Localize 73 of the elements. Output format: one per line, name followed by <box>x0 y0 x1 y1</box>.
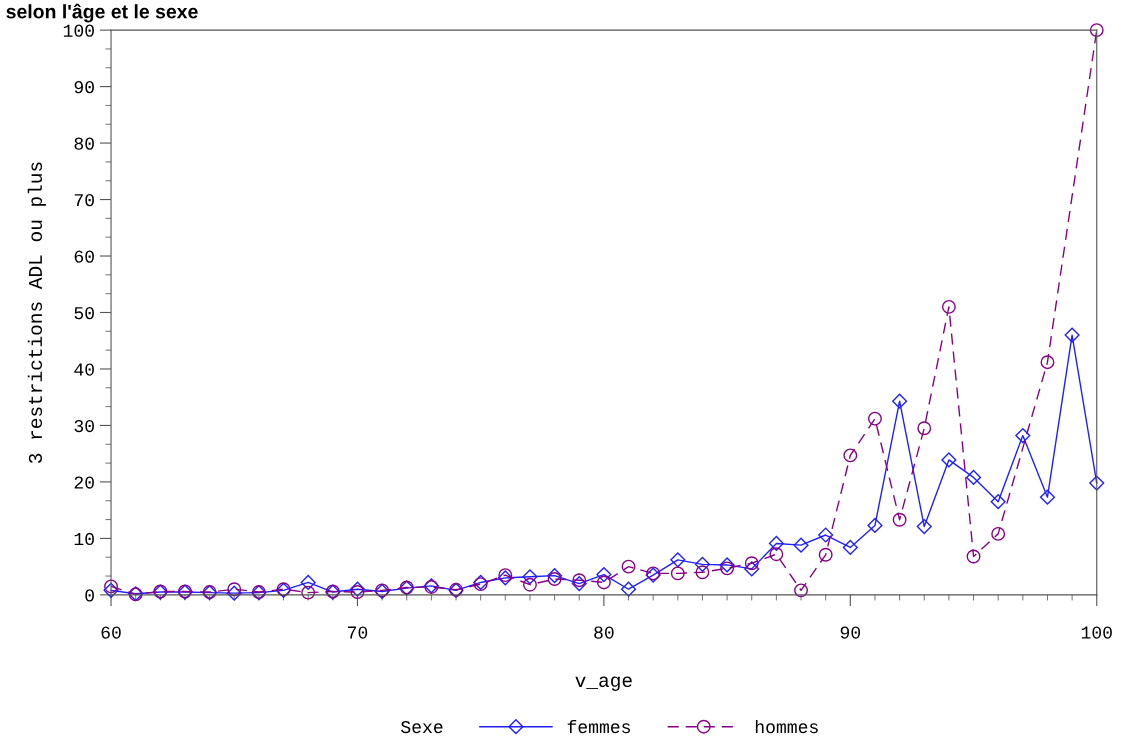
point <box>1015 428 1031 444</box>
point <box>300 574 316 591</box>
point <box>941 452 957 468</box>
point <box>720 561 735 576</box>
point <box>349 581 366 597</box>
y-tick-label: 0 <box>85 589 94 602</box>
point <box>793 537 809 553</box>
point <box>892 512 907 527</box>
legend-title: Sexe <box>401 720 443 734</box>
point <box>104 579 118 594</box>
point <box>523 577 537 592</box>
y-tick-label: 70 <box>74 194 94 207</box>
x-axis-title: v_age <box>575 676 632 691</box>
point <box>892 393 908 409</box>
point <box>744 561 760 577</box>
point <box>547 572 562 587</box>
point <box>226 585 242 601</box>
point <box>916 518 932 535</box>
point <box>620 581 637 597</box>
point <box>842 539 858 556</box>
y-axis-title: 3 restrictions ADL ou plus <box>27 162 46 463</box>
x-tick-label: 80 <box>594 626 614 639</box>
point <box>596 575 611 590</box>
point <box>103 582 119 598</box>
point <box>965 469 982 485</box>
point <box>794 583 808 598</box>
point <box>941 299 956 314</box>
x-tick-label: 60 <box>101 626 121 639</box>
y-tick-label: 50 <box>74 306 94 320</box>
point <box>350 585 365 599</box>
y-tick-label: 20 <box>74 476 94 489</box>
point <box>694 556 711 572</box>
point <box>1089 23 1104 38</box>
y-tick-label: 80 <box>74 137 94 150</box>
point <box>744 556 759 571</box>
point <box>572 573 587 588</box>
point <box>768 535 784 552</box>
point <box>596 566 612 583</box>
point <box>867 517 883 533</box>
y-tick-label: 30 <box>74 419 94 433</box>
y-tick-label: 90 <box>74 81 94 94</box>
point <box>868 411 882 426</box>
x-tick-label: 90 <box>840 626 861 639</box>
point <box>571 576 587 592</box>
point <box>621 559 636 574</box>
point <box>1039 489 1056 505</box>
point <box>966 549 981 564</box>
point <box>695 565 710 580</box>
y-tick-label: 10 <box>74 532 94 546</box>
point <box>670 566 685 581</box>
legend-label: femmes <box>567 719 631 734</box>
point <box>769 547 784 562</box>
y-tick-label: 100 <box>63 24 94 37</box>
point <box>1040 355 1055 370</box>
point <box>818 527 834 543</box>
point <box>522 569 538 585</box>
point <box>547 568 563 584</box>
chart-title: selon l'âge et le sexe <box>6 3 198 23</box>
point <box>917 421 932 436</box>
y-tick-label: 40 <box>74 363 94 376</box>
x-tick-label: 100 <box>1081 626 1112 639</box>
point <box>1089 475 1105 491</box>
y-tick-label: 60 <box>74 250 94 263</box>
point <box>670 552 686 568</box>
point <box>843 448 858 463</box>
point <box>1064 327 1080 343</box>
point <box>990 494 1006 510</box>
x-tick-label: 70 <box>348 626 368 639</box>
legend-label: hommes <box>755 719 818 734</box>
point <box>991 526 1006 541</box>
point <box>719 557 735 573</box>
point <box>818 547 833 562</box>
point <box>301 585 316 600</box>
